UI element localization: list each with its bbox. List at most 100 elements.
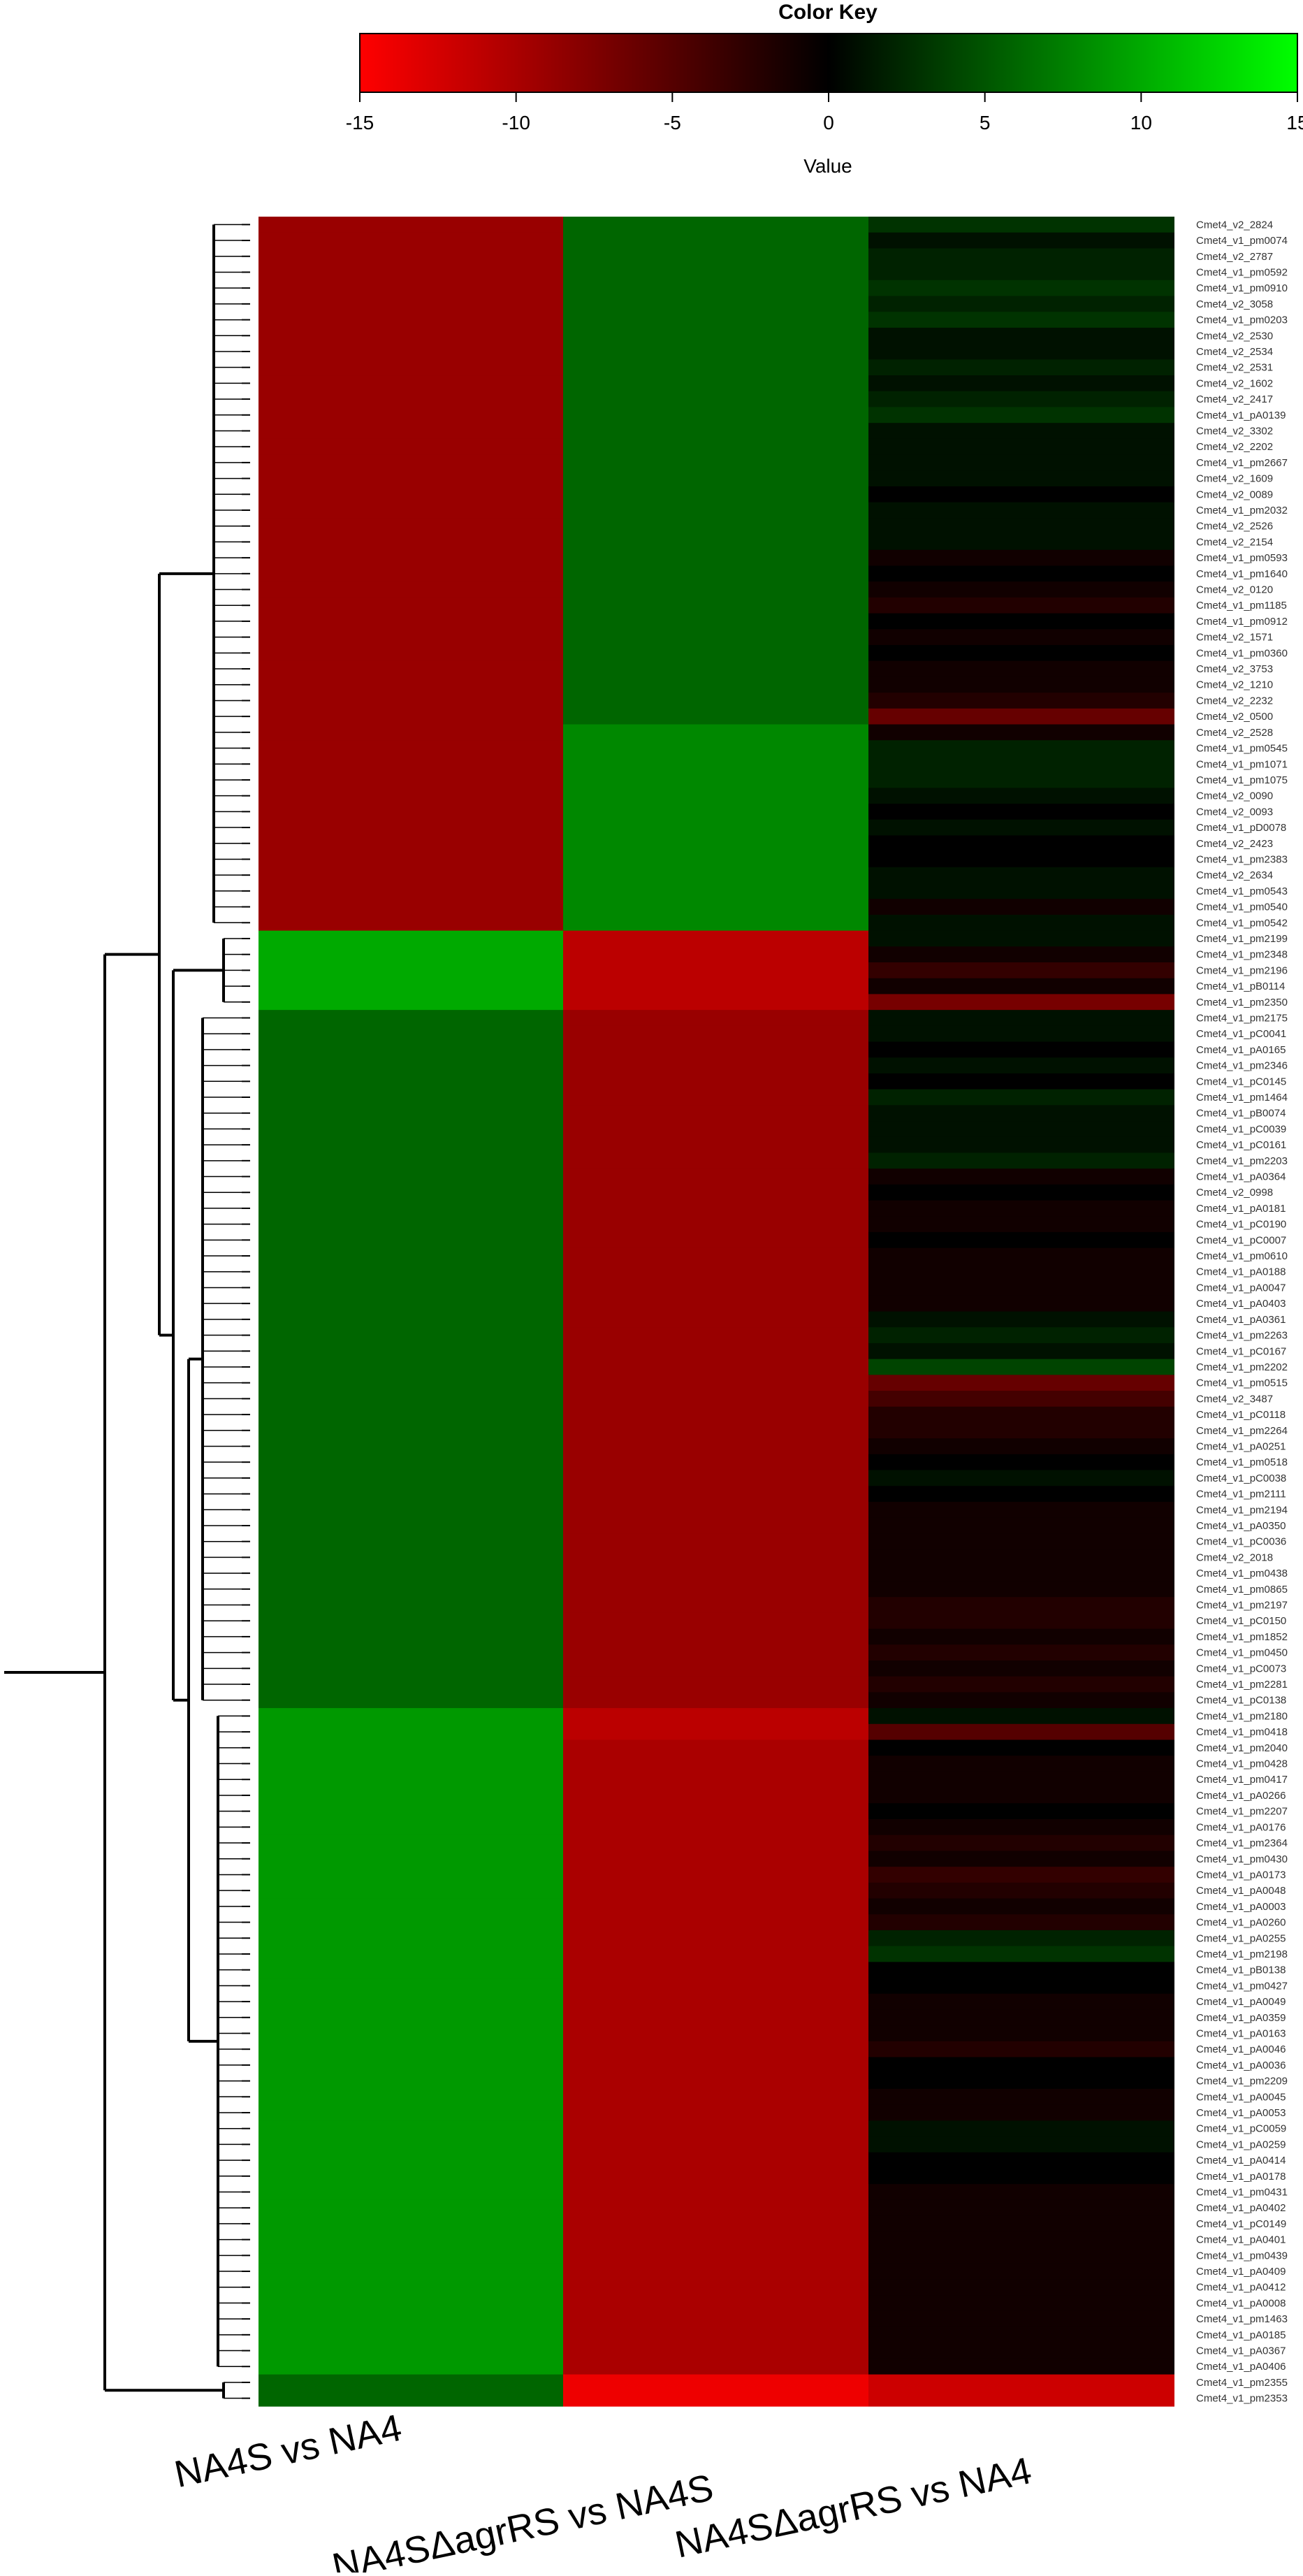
heatmap-cell xyxy=(868,1803,1174,1820)
heatmap-cell xyxy=(259,946,563,963)
heatmap-cell xyxy=(868,423,1174,440)
heatmap-cell xyxy=(868,327,1174,345)
heatmap-cell xyxy=(563,1581,868,1598)
heatmap-cell xyxy=(259,1406,563,1424)
heatmap-cell xyxy=(259,1549,563,1566)
row-label: Cmet4_v1_pC0145 xyxy=(1196,1076,1286,1087)
heatmap-cell xyxy=(259,660,563,677)
heatmap-cell xyxy=(259,1136,563,1154)
heatmap-cell xyxy=(259,1835,563,1851)
heatmap-cell xyxy=(563,708,868,725)
heatmap-cell xyxy=(563,676,868,693)
row-label: Cmet4_v1_pA0048 xyxy=(1196,1885,1286,1897)
row-label: Cmet4_v1_pA0165 xyxy=(1196,1044,1286,1056)
heatmap-cell xyxy=(868,1501,1174,1519)
row-label: Cmet4_v2_2526 xyxy=(1196,521,1273,533)
row-label: Cmet4_v2_1602 xyxy=(1196,377,1273,389)
heatmap-cell xyxy=(563,438,868,456)
heatmap-cell xyxy=(868,1835,1174,1851)
heatmap-cell xyxy=(259,1708,563,1725)
heatmap-cell xyxy=(259,2231,563,2248)
heatmap-cell xyxy=(259,549,563,567)
heatmap-cell xyxy=(259,534,563,551)
row-label: Cmet4_v1_pm2040 xyxy=(1196,1742,1288,1754)
row-label: Cmet4_v1_pm2348 xyxy=(1196,949,1288,961)
heatmap-cell xyxy=(868,581,1174,598)
heatmap-cell xyxy=(563,2358,868,2375)
heatmap-cell xyxy=(259,597,563,614)
row-label: Cmet4_v2_2423 xyxy=(1196,838,1273,850)
heatmap-cell xyxy=(868,740,1174,757)
heatmap-cell xyxy=(868,2215,1174,2232)
heatmap-cell xyxy=(563,1708,868,1725)
heatmap-cell xyxy=(259,1930,563,1947)
heatmap-cell xyxy=(563,1216,868,1233)
heatmap-cell xyxy=(259,1010,563,1027)
heatmap-cell xyxy=(563,597,868,614)
heatmap-cell xyxy=(868,264,1174,281)
heatmap-cell xyxy=(259,1946,563,1962)
row-label: Cmet4_v1_pA0361 xyxy=(1196,1314,1286,1326)
heatmap-cell xyxy=(868,343,1174,360)
row-label: Cmet4_v1_pm1075 xyxy=(1196,774,1288,786)
row-label: Cmet4_v1_pA0401 xyxy=(1196,2234,1286,2246)
heatmap-cell xyxy=(563,2136,868,2153)
row-label: Cmet4_v1_pC0118 xyxy=(1196,1409,1286,1421)
heatmap-cell xyxy=(563,1898,868,1915)
heatmap-cell xyxy=(868,2009,1174,2026)
heatmap-cell xyxy=(868,1962,1174,1978)
row-label: Cmet4_v1_pm1640 xyxy=(1196,568,1288,580)
heatmap-cell xyxy=(259,867,563,884)
row-label: Cmet4_v1_pA0259 xyxy=(1196,2139,1286,2150)
row-label: Cmet4_v1_pm0515 xyxy=(1196,1377,1288,1389)
row-label: Cmet4_v1_pm0910 xyxy=(1196,282,1288,294)
heatmap-cell xyxy=(563,1375,868,1391)
row-label: Cmet4_v1_pm0542 xyxy=(1196,917,1288,929)
heatmap-cell xyxy=(563,1676,868,1693)
row-label: Cmet4_v2_0500 xyxy=(1196,711,1273,723)
color-key-title: Color Key xyxy=(778,1,878,24)
heatmap-cell xyxy=(259,2152,563,2169)
heatmap-cell xyxy=(563,2104,868,2121)
heatmap-cell xyxy=(563,1533,868,1550)
row-label: Cmet4_v1_pm0592 xyxy=(1196,266,1288,278)
heatmap-cell xyxy=(563,1105,868,1122)
heatmap-cell xyxy=(563,502,868,519)
heatmap-cell xyxy=(259,1739,563,1756)
heatmap-cell xyxy=(259,1818,563,1836)
row-label: Cmet4_v1_pm2364 xyxy=(1196,1837,1288,1849)
heatmap-cell xyxy=(868,2327,1174,2343)
heatmap-cell xyxy=(259,1025,563,1043)
heatmap-cell xyxy=(563,1517,868,1534)
heatmap-cell xyxy=(868,613,1174,630)
heatmap-cell xyxy=(563,312,868,328)
heatmap-cell xyxy=(868,2041,1174,2058)
row-label: Cmet4_v1_pA0139 xyxy=(1196,410,1286,421)
heatmap-cell xyxy=(259,1121,563,1138)
heatmap-cell xyxy=(259,2247,563,2264)
row-label: Cmet4_v1_pC0150 xyxy=(1196,1615,1286,1627)
row-label: Cmet4_v1_pm1463 xyxy=(1196,2313,1288,2325)
heatmap-cell xyxy=(868,2279,1174,2296)
heatmap-cell xyxy=(259,1280,563,1296)
heatmap-cell xyxy=(563,518,868,535)
heatmap-cell xyxy=(563,1247,868,1264)
heatmap-cell xyxy=(868,1549,1174,1566)
heatmap-cell xyxy=(563,851,868,868)
heatmap-cell xyxy=(563,1930,868,1947)
color-key-ticks: -15 -10 -5 0 5 10 15 xyxy=(346,92,1303,133)
heatmap-cell xyxy=(563,1438,868,1455)
row-label: Cmet4_v1_pm2350 xyxy=(1196,997,1288,1008)
heatmap-cell xyxy=(868,375,1174,392)
row-label: Cmet4_v1_pA0260 xyxy=(1196,1917,1286,1929)
heatmap-cell xyxy=(563,1089,868,1106)
heatmap-cell xyxy=(259,851,563,868)
row-label: Cmet4_v1_pm0427 xyxy=(1196,1980,1288,1992)
heatmap-cell xyxy=(563,343,868,360)
heatmap-cell xyxy=(259,1454,563,1471)
heatmap-cell xyxy=(868,693,1174,709)
heatmap-cell xyxy=(259,217,563,233)
heatmap-cell xyxy=(259,248,563,265)
